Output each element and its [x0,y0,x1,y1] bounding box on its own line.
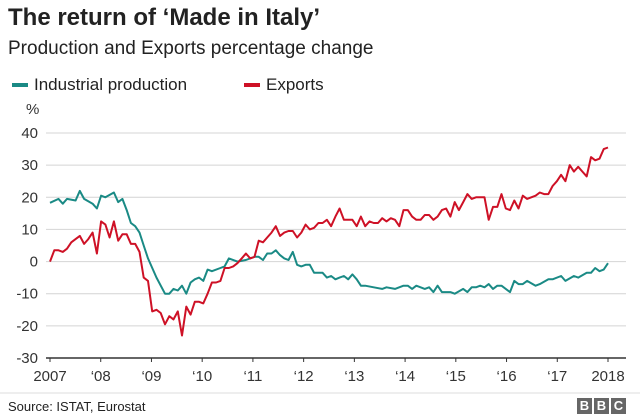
y-tick-label: 20 [21,189,38,206]
y-tick-label: 0 [30,254,38,271]
industrial-production-line [49,189,609,295]
x-tick-label: ‘11 [243,368,262,385]
legend-swatch [12,83,28,87]
x-tick-label: 2007 [33,368,66,385]
legend-item-exports: Exports [244,75,324,95]
x-tick-label: ‘10 [192,368,212,385]
x-tick-label: ‘15 [446,368,466,385]
x-tick-label: ‘08 [91,368,111,385]
x-tick-label: ‘12 [294,368,314,385]
legend-item-industrial-production: Industrial production [12,75,187,95]
y-tick-label: 10 [21,221,38,238]
chart-subtitle: Production and Exports percentage change [8,38,374,59]
x-tick-label: ‘09 [141,368,161,385]
x-tick-label: ‘16 [497,368,517,385]
x-tick-label: ‘13 [344,368,364,385]
x-tick-label: ‘14 [395,368,415,385]
y-tick-label: 30 [21,157,38,174]
legend-swatch [244,83,260,87]
source-note: Source: ISTAT, Eurostat [8,399,146,414]
legend-label: Exports [266,75,324,94]
exports-line [49,146,609,337]
y-tick-label: -20 [16,318,38,335]
y-tick-label: -30 [16,350,38,367]
y-axis-unit: % [26,101,39,118]
x-tick-label: 2018 [591,368,624,385]
y-tick-label: -10 [16,286,38,303]
chart-title: The return of ‘Made in Italy’ [8,4,321,31]
y-tick-label: 40 [21,125,38,142]
legend-label: Industrial production [34,75,188,94]
x-tick-label: ‘17 [547,368,567,385]
